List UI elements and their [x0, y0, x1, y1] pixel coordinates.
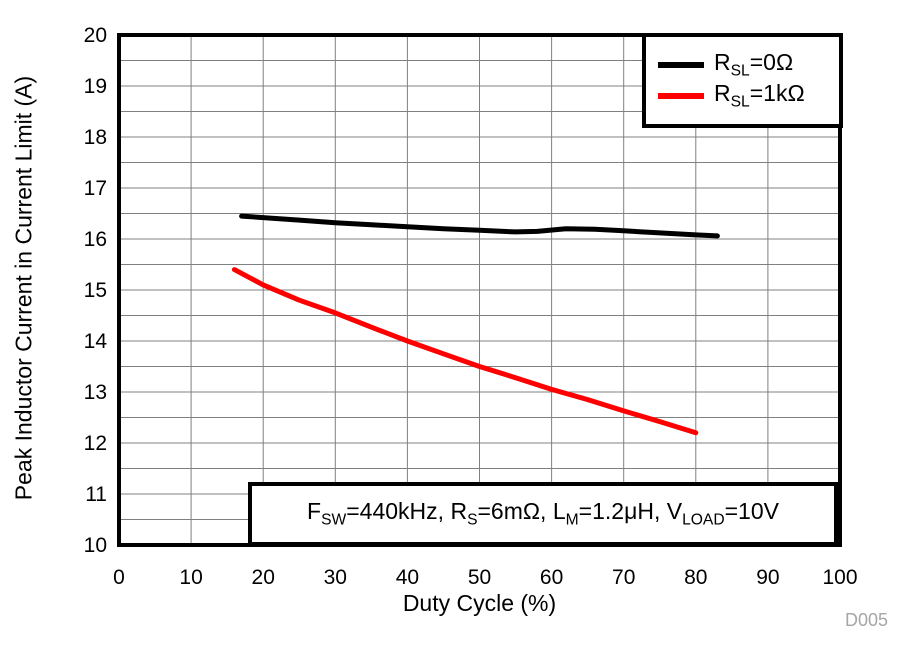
conditions-segment: =10V [724, 498, 779, 525]
conditions-segment: =1.2μH, V [578, 498, 683, 525]
x-tick-label: 90 [756, 566, 779, 589]
x-tick-label: 100 [822, 566, 857, 589]
conditions-subscript: SW [321, 511, 347, 529]
y-tick-label: 19 [84, 75, 107, 98]
x-tick-label: 20 [252, 566, 275, 589]
x-tick-labels: 0 10 20 30 40 50 60 70 80 90 100 [113, 566, 857, 589]
y-tick-label: 18 [84, 126, 107, 149]
x-tick-label: 70 [612, 566, 635, 589]
y-tick-label: 16 [84, 228, 107, 251]
series-line-1 [231, 267, 699, 436]
gridlines [119, 35, 840, 545]
legend: RSL=0Ω RSL=1kΩ [642, 33, 843, 128]
legend-item-rsl-0: RSL=0Ω [658, 49, 839, 81]
y-tick-label: 12 [84, 432, 107, 455]
x-tick-label: 40 [396, 566, 419, 589]
y-tick-label: 13 [84, 381, 107, 404]
x-tick-label: 50 [468, 566, 491, 589]
x-axis-title: Duty Cycle (%) [402, 590, 557, 616]
x-tick-label: 30 [324, 566, 347, 589]
y-axis-title: Peak Inductor Current in Current Limit (… [10, 75, 37, 501]
x-tick-label: 10 [179, 566, 202, 589]
y-tick-labels: 10 11 12 13 14 15 16 17 18 19 20 [84, 24, 108, 557]
conditions-segment: =440kHz, R [346, 498, 468, 525]
legend-label-symbol: R [714, 80, 731, 107]
legend-label-subscript: SL [730, 93, 750, 111]
conditions-subscript: S [467, 511, 478, 529]
legend-item-rsl-1k: RSL=1kΩ [658, 80, 839, 112]
y-tick-label: 15 [84, 279, 107, 302]
legend-label-symbol: R [714, 49, 731, 76]
legend-line-sample-black [658, 62, 704, 68]
conditions-box: FSW=440kHz, RS=6mΩ, LM=1.2μH, VLOAD=10V [248, 482, 838, 546]
legend-label-subscript: SL [730, 62, 750, 80]
x-tick-label: 0 [113, 566, 125, 589]
conditions-text: FSW=440kHz, RS=6mΩ, LM=1.2μH, VLOAD=10V [307, 498, 779, 530]
y-tick-label: 17 [84, 177, 107, 200]
series-line-0 [239, 213, 720, 239]
y-tick-label: 10 [84, 534, 107, 557]
legend-label: RSL=1kΩ [714, 80, 805, 112]
y-tick-label: 11 [85, 483, 107, 506]
x-tick-label: 60 [540, 566, 563, 589]
x-tick-label: 80 [684, 566, 707, 589]
legend-label: RSL=0Ω [714, 49, 793, 81]
y-tick-label: 14 [84, 330, 108, 353]
legend-label-value: =0Ω [749, 49, 794, 76]
conditions-subscript: LOAD [682, 511, 725, 529]
conditions-subscript: M [565, 511, 579, 529]
legend-label-value: =1kΩ [749, 80, 805, 107]
conditions-segment: F [307, 498, 322, 525]
figure-id: D005 [845, 610, 889, 630]
y-tick-label: 20 [84, 24, 107, 47]
conditions-segment: =6mΩ, L [477, 498, 566, 525]
legend-line-sample-red [658, 93, 704, 99]
